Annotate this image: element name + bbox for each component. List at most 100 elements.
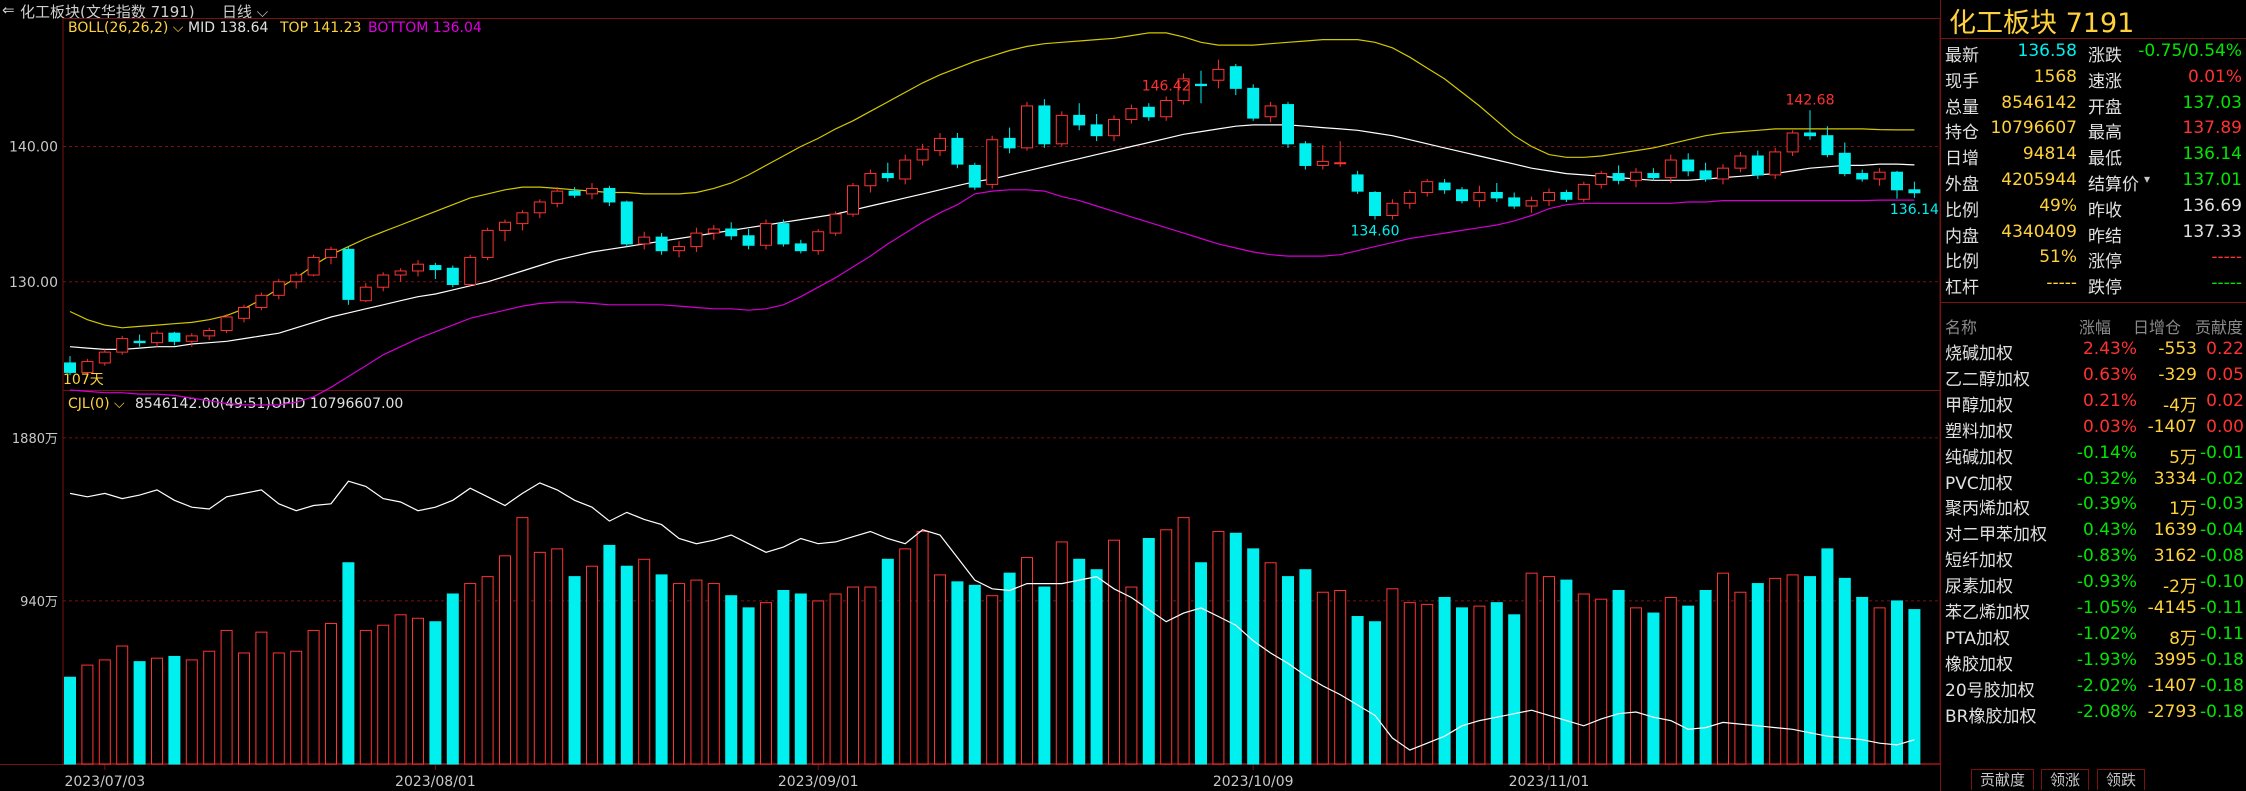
quote-row: 外盘 4205944 结算价 137.01	[1941, 170, 2246, 196]
volume-bar	[1125, 586, 1138, 765]
list-item[interactable]: 塑料加权 0.03% -1407 0.00	[1941, 417, 2246, 443]
volume-indicator-label[interactable]: CJL(0)	[68, 396, 110, 412]
candle-body	[707, 228, 720, 234]
price-annotation: 146.42	[1142, 78, 1191, 94]
quote-value: 136.58	[2017, 41, 2077, 61]
price-annotation: 136.14	[1890, 202, 1939, 218]
item-contribution: -0.11	[2200, 598, 2244, 618]
boll-lines	[69, 32, 1915, 406]
list-item[interactable]: 苯乙烯加权 -1.05% -4145 -0.11	[1941, 598, 2246, 624]
candle-body	[1229, 66, 1242, 89]
boll-bottom-line	[69, 189, 1915, 406]
candle-body	[812, 231, 825, 252]
boll-label[interactable]: BOLL(26,26,2)	[68, 20, 168, 36]
volume-bar	[760, 602, 772, 765]
volume-bar	[707, 583, 720, 765]
quote-value: 1568	[2033, 66, 2077, 87]
candle-body	[760, 223, 772, 246]
candle-body	[238, 306, 250, 319]
list-item[interactable]: 甲醇加权 0.21% -4万 0.02	[1941, 391, 2246, 417]
volume-bar	[1908, 609, 1921, 765]
quote-label: 最高	[2088, 123, 2122, 144]
volume-bar	[1142, 537, 1155, 765]
col-header-oi[interactable]: 日增仓	[2133, 318, 2182, 337]
candle-body	[1525, 200, 1538, 207]
volume-bar	[64, 676, 76, 765]
quote-label: 内盘	[1945, 226, 1979, 247]
list-item[interactable]: BR橡胶加权 -2.08% -2793 -0.18	[1941, 702, 2246, 728]
candle-body	[603, 187, 616, 203]
boll-top-line	[69, 32, 1915, 329]
quote-value: 137.03	[2182, 92, 2242, 113]
tab-gainers[interactable]: 领涨	[2041, 769, 2090, 790]
list-item[interactable]: 尿素加权 -0.93% -2万 -0.10	[1941, 572, 2246, 598]
volume-bar	[986, 595, 999, 765]
item-contribution: 0.05	[2206, 364, 2244, 385]
instrument-title[interactable]: 化工板块(文华指数 7191)	[20, 3, 195, 21]
list-item[interactable]: 橡胶加权 -1.93% 3995 -0.18	[1941, 650, 2246, 676]
candle-body	[1821, 135, 1834, 156]
volume-bar	[1664, 596, 1677, 765]
volume-bar	[655, 574, 668, 765]
panel-divider	[1941, 302, 2246, 303]
volume-bar	[81, 664, 94, 765]
list-item[interactable]: 20号胶加权 -2.02% -1407 -0.18	[1941, 676, 2246, 702]
list-item[interactable]: 短纤加权 -0.83% 3162 -0.08	[1941, 546, 2246, 572]
volume-bar	[1421, 603, 1434, 765]
candle-body	[290, 274, 303, 283]
tab-contribution[interactable]: 贡献度	[1971, 769, 2035, 790]
candle-body	[1856, 173, 1869, 180]
volume-bar	[951, 581, 964, 765]
volume-bar	[864, 586, 877, 765]
volume-bar	[1525, 572, 1538, 765]
list-item[interactable]: 纯碱加权 -0.14% 5万 -0.01	[1941, 443, 2246, 469]
list-item[interactable]: 烧碱加权 2.43% -553 0.22	[1941, 339, 2246, 365]
price-panel-frame	[62, 18, 1940, 391]
item-oi-change: -2万	[2163, 577, 2197, 598]
boll-chevron-icon[interactable]: ⌵	[168, 20, 183, 36]
back-arrows-icon[interactable]: ⇐	[2, 1, 15, 19]
quote-label: 昨结	[2088, 226, 2122, 247]
item-change: -0.32%	[2076, 468, 2137, 489]
col-header-change[interactable]: 涨幅	[2079, 318, 2112, 337]
candle-body	[429, 265, 442, 271]
volume-bar	[1212, 531, 1225, 765]
settlement-dropdown-icon[interactable]: ▾	[2144, 172, 2151, 186]
bar-count-label: 107天	[63, 372, 104, 388]
candle-body	[1038, 105, 1051, 145]
quote-label: 持仓	[1945, 123, 1979, 144]
chart-area[interactable]: BOLL(26,26,2) ⌵ MID 138.64 TOP 141.23 BO…	[0, 18, 1940, 791]
candle-body	[1473, 192, 1486, 202]
quote-value: 4205944	[2001, 170, 2077, 190]
quote-row: 比例 51% 涨停 -----	[1941, 247, 2246, 273]
volume-bar	[272, 652, 285, 765]
volume-bar	[342, 562, 355, 765]
col-header-contribution[interactable]: 贡献度	[2195, 318, 2244, 337]
item-contribution: -0.10	[2200, 572, 2244, 593]
volume-chevron-icon[interactable]: ⌵	[110, 396, 125, 412]
candle-body	[899, 159, 912, 180]
candle-body	[1403, 192, 1416, 204]
candle-body	[1282, 104, 1294, 145]
tab-losers[interactable]: 领跌	[2097, 769, 2146, 790]
volume-bar	[1682, 605, 1695, 765]
volume-bar	[1856, 596, 1869, 765]
volume-bar	[881, 558, 894, 765]
list-item[interactable]: PVC加权 -0.32% 3334 -0.02	[1941, 469, 2246, 495]
list-item[interactable]: 聚丙烯加权 -0.39% 1万 -0.03	[1941, 494, 2246, 520]
quote-label: 现手	[1945, 71, 1979, 92]
list-item[interactable]: 乙二醇加权 0.63% -329 0.05	[1941, 365, 2246, 391]
list-item[interactable]: PTA加权 -1.02% 8万 -0.11	[1941, 624, 2246, 650]
volume-bar	[1647, 612, 1660, 765]
quote-value: -----	[2211, 273, 2242, 294]
col-header-name[interactable]: 名称	[1945, 318, 1978, 337]
candle-body	[1908, 189, 1921, 194]
kline-chart[interactable]: BOLL(26,26,2) ⌵ MID 138.64 TOP 141.23 BO…	[0, 18, 1940, 791]
quote-label: 最新	[1945, 46, 1979, 66]
volume-bar	[794, 593, 807, 765]
period-selector[interactable]: 日线 ⌵	[222, 1, 268, 22]
list-item[interactable]: 对二甲苯加权 0.43% 1639 -0.04	[1941, 520, 2246, 546]
quote-value: 136.69	[2182, 195, 2242, 216]
candle-body	[185, 335, 198, 342]
item-change: -1.02%	[2076, 623, 2137, 644]
